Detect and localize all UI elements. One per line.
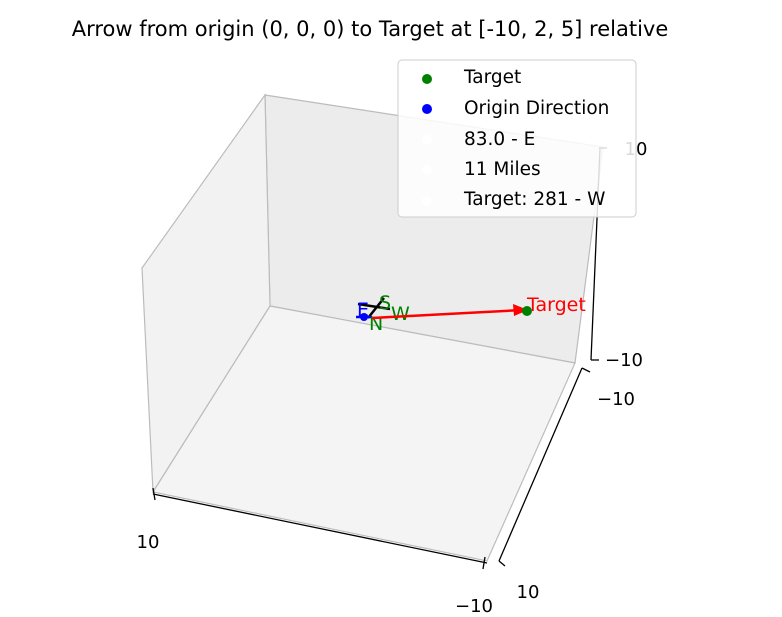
arrow-shaft (371, 308, 523, 320)
legend-marker-target-bearing (422, 196, 432, 206)
target-point (522, 306, 532, 316)
chart-title: Arrow from origin (0, 0, 0) to Target at… (72, 17, 669, 41)
x-tick-mark-2 (482, 556, 486, 570)
legend-label-origin-direction: Origin Direction (464, 98, 609, 119)
legend-label-target-bearing: Target: 281 - W (463, 189, 605, 210)
legend-box (397, 59, 637, 218)
legend-marker-origin-direction (422, 104, 432, 114)
legend-marker-heading (422, 135, 432, 145)
compass-label-s: S (379, 292, 391, 314)
x-tick-mark-1 (152, 487, 156, 501)
x-tick-label: 10 (137, 532, 160, 553)
compass-label-w: W (391, 303, 410, 325)
legend: Target Origin Direction 83.0 - E 11 Mile… (397, 59, 637, 218)
target-arrow (371, 304, 528, 320)
legend-marker-distance (422, 165, 432, 175)
legend-label-target: Target (463, 67, 521, 88)
arrow-head (513, 304, 528, 316)
x-axis-line (152, 493, 488, 564)
y-tick-mark-2 (581, 367, 591, 373)
target-label: Target (526, 294, 586, 316)
origin-point (360, 313, 368, 321)
compass-line-ns (367, 297, 385, 319)
y-tick-mark-1 (498, 560, 506, 567)
legend-label-heading: 83.0 - E (464, 129, 535, 150)
y-axis-line (498, 367, 583, 562)
pane-floor (152, 305, 576, 562)
y-tick-label: −10 (597, 389, 635, 410)
z-tick-label: −10 (605, 350, 643, 371)
x-tick-label: −10 (455, 596, 493, 617)
legend-label-distance: 11 Miles (464, 159, 541, 180)
y-tick-label: 10 (517, 582, 540, 603)
compass-line-ew (357, 302, 391, 311)
legend-marker-target (422, 74, 432, 84)
